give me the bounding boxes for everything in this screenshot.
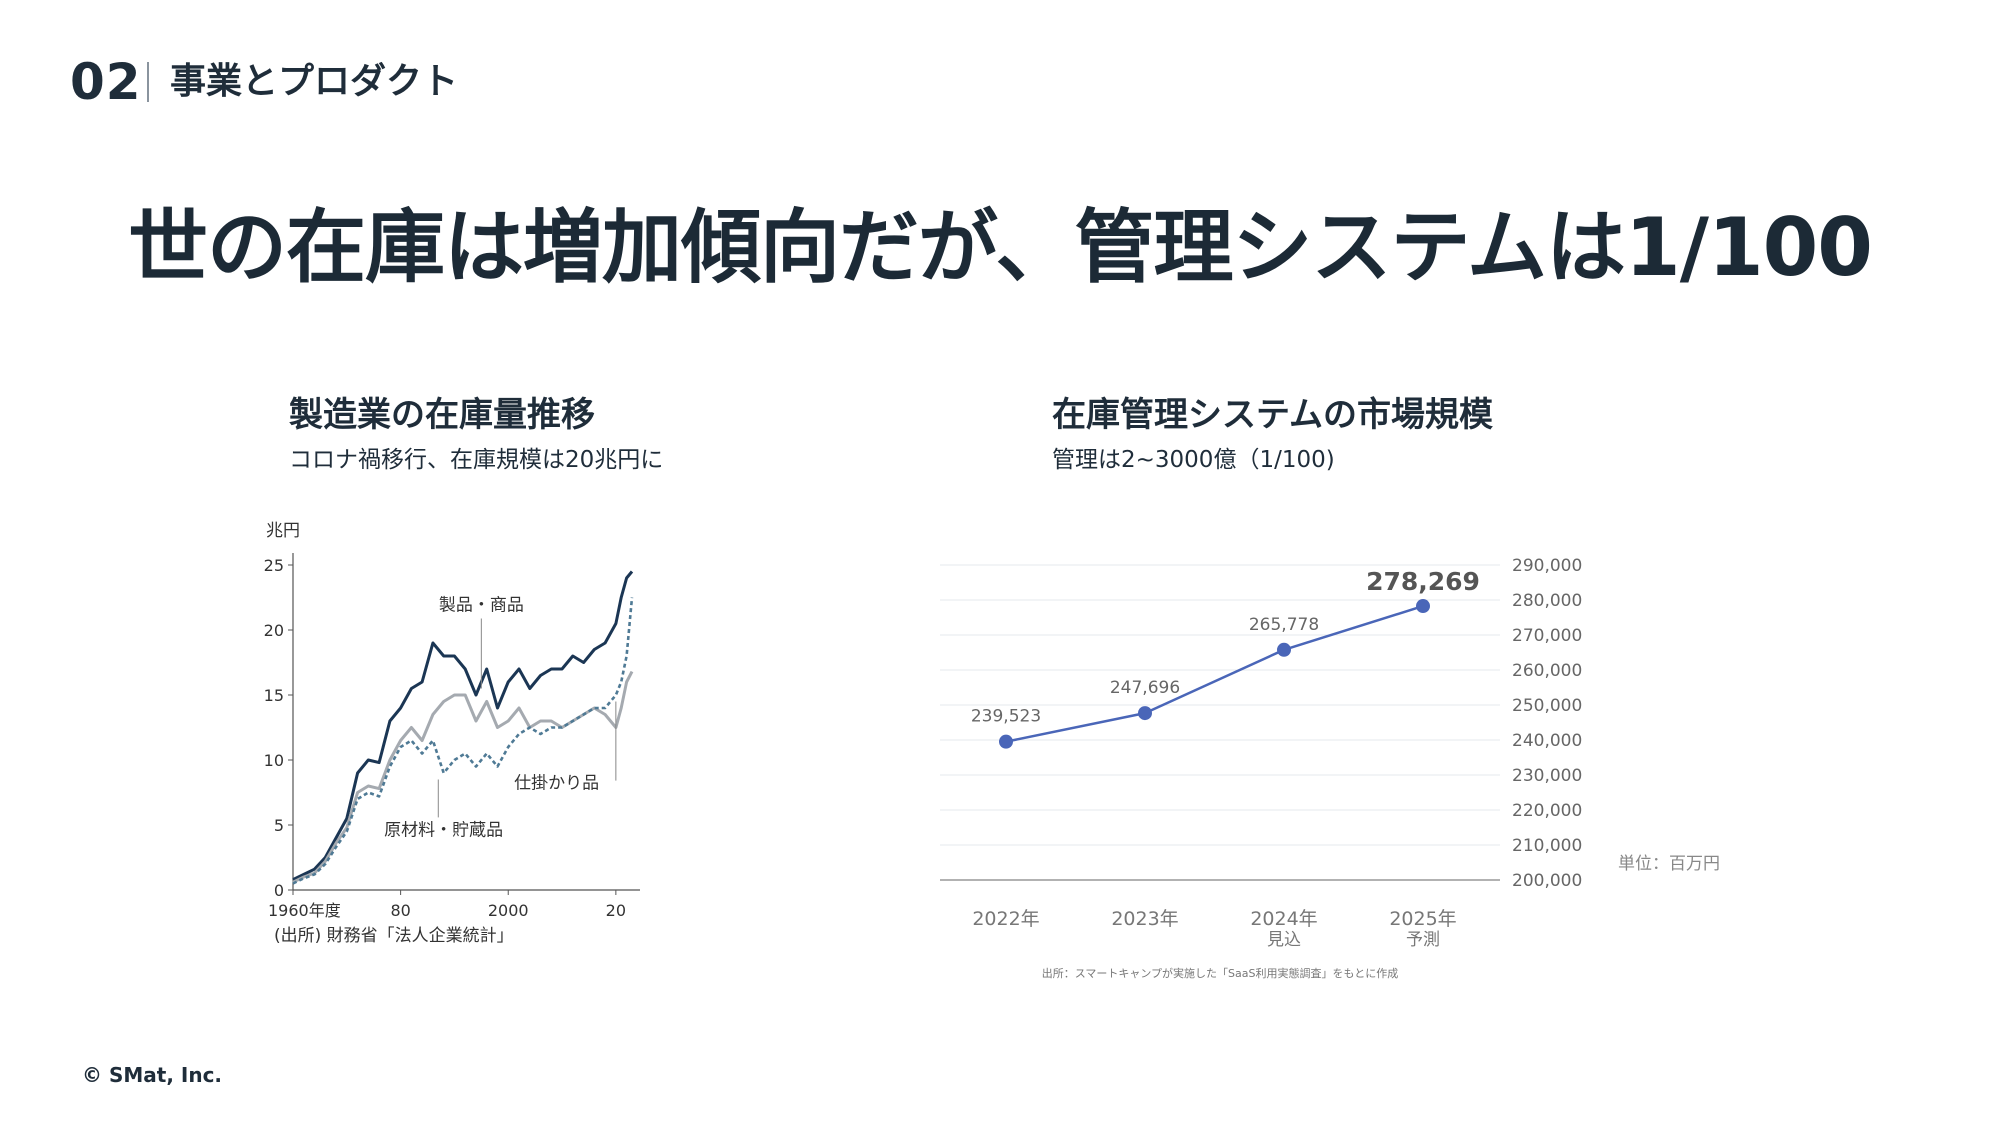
y-tick-label: 270,000 xyxy=(1512,626,1582,646)
y-tick-label: 240,000 xyxy=(1512,731,1582,751)
right-chart-subtitle: 管理は2~3000億（1/100) xyxy=(1052,447,1335,473)
y-tick-label: 20 xyxy=(264,621,284,640)
x-tick-note: 予測 xyxy=(1406,930,1440,950)
chart-source: 出所：スマートキャンプが実施した「SaaS利用実態調査」をもとに作成 xyxy=(1042,966,1399,980)
data-label: 265,778 xyxy=(1249,615,1319,635)
y-tick-label: 200,000 xyxy=(1512,871,1582,891)
page-headline: 世の在庫は増加傾向だが、管理システムは1/100 xyxy=(128,201,1873,294)
series-label: 製品・商品 xyxy=(439,596,524,616)
x-tick-label: 2023年 xyxy=(1111,908,1178,930)
y-tick-label: 220,000 xyxy=(1512,801,1582,821)
market-size-chart: 200,000 210,000 220,000 230,000 240,000 250,0… xyxy=(940,556,1720,980)
x-tick-note: 見込 xyxy=(1267,930,1301,950)
left-chart-subtitle: コロナ禍移行、在庫規模は20兆円に xyxy=(289,447,664,473)
y-tick-label: 250,000 xyxy=(1512,696,1582,716)
y-tick-label: 260,000 xyxy=(1512,661,1582,681)
data-point xyxy=(1416,599,1430,614)
y-tick-label: 280,000 xyxy=(1512,591,1582,611)
y-tick-label: 230,000 xyxy=(1512,766,1582,786)
y-tick-label: 0 xyxy=(274,881,284,900)
x-tick-label: 2022年 xyxy=(972,908,1039,930)
y-tick-label: 15 xyxy=(264,686,284,705)
chart-source: (出所) 財務省「法人企業統計」 xyxy=(274,926,514,946)
section-number: 02 xyxy=(70,53,142,111)
x-tick-label: 2000 xyxy=(488,901,529,920)
section-divider xyxy=(147,62,149,102)
data-label: 278,269 xyxy=(1366,567,1480,596)
y-tick-label: 5 xyxy=(274,816,284,835)
copyright: © SMat, Inc. xyxy=(82,1063,223,1087)
x-tick-label: 1960年度 xyxy=(268,901,341,920)
y-tick-label: 10 xyxy=(264,751,284,770)
left-chart-title: 製造業の在庫量推移 xyxy=(289,395,595,435)
data-point xyxy=(999,734,1013,749)
series-line-1 xyxy=(292,570,634,881)
x-tick-label: 2024年 xyxy=(1250,908,1317,930)
y-tick-label: 290,000 xyxy=(1512,556,1582,576)
data-point xyxy=(1277,642,1291,657)
series-label: 仕掛かり品 xyxy=(514,774,599,794)
unit-label: 単位：百万円 xyxy=(1618,854,1720,874)
data-label: 239,523 xyxy=(971,707,1041,727)
inventory-trend-chart: 兆円 0 5 10 15 20 25 1960年度 80 2000 20 (出所) 財務省「法人企業統… xyxy=(264,521,640,946)
section-title: 事業とプロダクト xyxy=(170,61,459,102)
x-tick-label: 80 xyxy=(390,901,410,920)
data-label: 247,696 xyxy=(1110,678,1180,698)
y-axis-unit: 兆円 xyxy=(266,521,300,541)
series-label: 原材料・貯蔵品 xyxy=(384,820,503,840)
data-point xyxy=(1138,706,1152,721)
y-tick-label: 210,000 xyxy=(1512,836,1582,856)
y-tick-label: 25 xyxy=(264,556,284,575)
right-chart-title: 在庫管理システムの市場規模 xyxy=(1052,395,1493,435)
x-tick-label: 2025年 xyxy=(1389,908,1456,930)
series-line-3 xyxy=(292,597,634,885)
market-series-line xyxy=(1005,604,1424,743)
x-tick-label: 20 xyxy=(606,901,626,920)
